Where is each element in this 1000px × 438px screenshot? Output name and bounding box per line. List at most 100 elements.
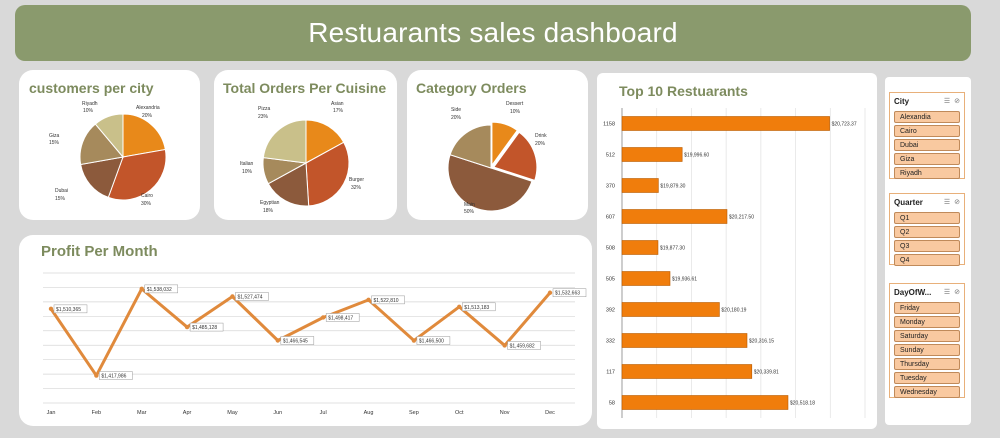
orders-per-cuisine-card[interactable]: Total Orders Per Cuisine Pizza 23% Asian…: [214, 70, 397, 220]
slicer-item-q3[interactable]: Q3: [894, 240, 960, 252]
top10-chart: 1158 $20,723.37 512 $19,996.60 370 $19,879.30…: [603, 108, 866, 418]
data-label-box: [371, 295, 405, 305]
pie-slice-main[interactable]: [447, 154, 533, 212]
profit-data-label: $1,466,545: [283, 338, 308, 344]
profit-point: [547, 290, 553, 295]
profit-point: [457, 304, 462, 310]
multi-select-icon[interactable]: ☰: [943, 289, 951, 296]
data-label-box: [507, 341, 541, 350]
profit-data-label: $1,532,663: [555, 291, 580, 297]
bar-restaurant-117[interactable]: [621, 364, 753, 379]
pie-slice-dubai[interactable]: [80, 156, 124, 199]
slicer-item-friday[interactable]: Friday: [894, 302, 960, 314]
slicer-item-riyadh[interactable]: Riyadh: [894, 167, 960, 179]
data-label-box: [189, 322, 224, 332]
profit-data-label: $1,466,500: [419, 339, 444, 345]
main-pct-label: 50%: [464, 209, 475, 215]
bar-restaurant-370[interactable]: [621, 178, 659, 193]
dayofweek-slicer-header: DayOfW... ☰ ⊘: [890, 284, 964, 300]
data-label-box: [99, 371, 133, 380]
pie-slice-giza[interactable]: [79, 123, 124, 166]
data-label-box: [552, 288, 587, 297]
data-label-box: [462, 302, 496, 312]
slicer-item-alexandia[interactable]: Alexandia: [894, 111, 960, 123]
restaurant-id-label: 508: [606, 246, 615, 252]
dessert-label: Dessert: [506, 101, 524, 107]
profit-data-label: $1,459,682: [510, 343, 535, 349]
pie-slice-egyptian[interactable]: [267, 162, 310, 207]
month-tick-label: Jun: [273, 410, 282, 416]
dessert-pct-label: 10%: [510, 109, 521, 115]
egyptian-pct-label: 18%: [263, 208, 274, 214]
asian-label: Asian: [331, 101, 344, 107]
pie-slice-side[interactable]: [449, 124, 492, 169]
multi-select-icon[interactable]: ☰: [943, 98, 951, 105]
category-orders-card[interactable]: Category Orders Side 20% Dessert 10% Dri…: [407, 70, 588, 220]
quarter-slicer[interactable]: Quarter ☰ ⊘ Q1 Q2 Q3 Q4: [889, 193, 965, 266]
profit-per-month-card[interactable]: Profit Per Month $1,510,365 $1,417,986 $1,…: [19, 235, 592, 426]
data-label-box: [235, 292, 269, 301]
bar-data-label: $20,339.81: [754, 370, 779, 376]
profit-data-label: $1,498,417: [328, 315, 353, 321]
clear-filter-icon[interactable]: ⊘: [954, 289, 960, 296]
month-tick-label: Feb: [92, 410, 101, 416]
clear-filter-icon[interactable]: ⊘: [954, 98, 960, 105]
asian-pct-label: 17%: [333, 108, 344, 114]
dayofweek-slicer[interactable]: DayOfW... ☰ ⊘ Friday Monday Saturday Sund…: [889, 283, 965, 398]
pie-slice-asian[interactable]: [305, 119, 345, 164]
pie-slice-drink[interactable]: [493, 131, 538, 181]
bar-data-label: $20,217.50: [729, 215, 754, 221]
slicer-item-cairo[interactable]: Cairo: [894, 125, 960, 137]
profit-point: [94, 373, 99, 378]
slicer-item-wednesday[interactable]: Wednesday: [894, 386, 960, 398]
pie-slice-cairo[interactable]: [107, 148, 167, 201]
pie-slice-dessert[interactable]: [491, 121, 518, 167]
bar-data-label: $19,879.30: [660, 184, 685, 190]
profit-line: [49, 287, 552, 378]
pie-slice-pizza[interactable]: [262, 119, 307, 164]
top10-title: Top 10 Restuarants: [619, 83, 748, 99]
profit-data-label: $1,417,986: [101, 374, 126, 380]
cairo-label: Cairo: [141, 193, 153, 199]
dashboard-title: Restuarants sales dashboard: [308, 17, 678, 48]
slicer-item-q1[interactable]: Q1: [894, 212, 960, 224]
slicer-item-saturday[interactable]: Saturday: [894, 330, 960, 342]
city-slicer[interactable]: City ☰ ⊘ Alexandia Cairo Dubai Giza Riyad…: [889, 92, 965, 179]
alexandria-label: Alexandria: [136, 105, 160, 111]
bar-restaurant-512[interactable]: [621, 147, 683, 162]
slicer-item-giza[interactable]: Giza: [894, 153, 960, 165]
bar-restaurant-505[interactable]: [621, 271, 671, 286]
profit-point: [366, 297, 371, 303]
bar-restaurant-508[interactable]: [621, 240, 659, 255]
orders-per-cuisine-title: Total Orders Per Cuisine: [223, 80, 387, 96]
alexandria-pct-label: 20%: [142, 113, 153, 119]
giza-pct-label: 15%: [49, 140, 60, 146]
bar-data-label: $20,518.18: [790, 401, 815, 407]
pie-slice-riyadh[interactable]: [94, 113, 124, 159]
slicer-item-monday[interactable]: Monday: [894, 316, 960, 328]
slicer-item-thursday[interactable]: Thursday: [894, 358, 960, 370]
quarter-slicer-title: Quarter: [894, 197, 923, 207]
slicer-item-dubai[interactable]: Dubai: [894, 139, 960, 151]
slicer-item-tuesday[interactable]: Tuesday: [894, 372, 960, 384]
bar-restaurant-58[interactable]: [621, 395, 789, 410]
pie-slice-alexandria[interactable]: [122, 113, 166, 158]
multi-select-icon[interactable]: ☰: [943, 199, 951, 206]
bar-restaurant-607[interactable]: [621, 209, 728, 224]
top10-restaurants-card[interactable]: Top 10 Restuarants 1158 $20,723.37 512 $19,…: [597, 73, 877, 429]
customers-per-city-card[interactable]: customers per city Riyadh 10% Alexandria…: [19, 70, 200, 220]
giza-label: Giza: [49, 133, 60, 139]
clear-filter-icon[interactable]: ⊘: [954, 199, 960, 206]
bar-restaurant-1158[interactable]: [621, 116, 830, 131]
pie-slice-burger[interactable]: [305, 141, 350, 207]
bar-restaurant-392[interactable]: [621, 302, 720, 317]
data-label-box: [416, 336, 451, 345]
bar-restaurant-332[interactable]: [621, 333, 748, 348]
pizza-pct-label: 23%: [258, 114, 269, 120]
slicer-item-q2[interactable]: Q2: [894, 226, 960, 238]
slicer-item-q4[interactable]: Q4: [894, 254, 960, 266]
side-pct-label: 20%: [451, 115, 462, 121]
month-tick-label: Jul: [320, 410, 327, 416]
slicer-item-sunday[interactable]: Sunday: [894, 344, 960, 356]
restaurant-id-label: 392: [606, 308, 615, 314]
